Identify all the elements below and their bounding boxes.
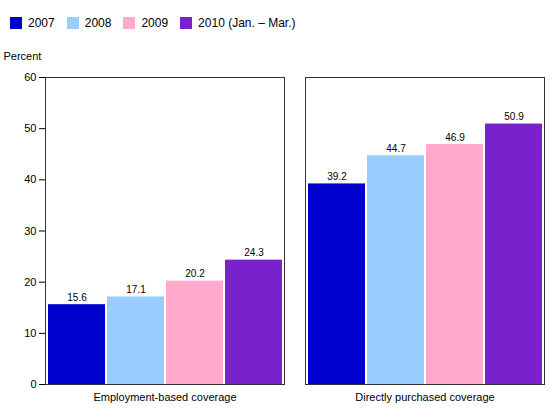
svg-text:39.2: 39.2 [327, 171, 347, 182]
html-text:2007: 2007 [28, 15, 55, 30]
svg-text:46.9: 46.9 [445, 132, 465, 143]
svg-text:50: 50 [24, 122, 36, 134]
svg-text:50.9: 50.9 [504, 111, 524, 122]
svg-text:40: 40 [24, 173, 36, 185]
svg-text:17.1: 17.1 [126, 284, 146, 295]
svg-text:Percent: Percent [4, 50, 42, 62]
svg-text:Directly purchased coverage: Directly purchased coverage [355, 391, 494, 403]
svg-text:60: 60 [24, 71, 36, 83]
svg-text:10: 10 [24, 327, 36, 339]
html-text:2009: 2009 [141, 15, 169, 30]
svg-text:15.6: 15.6 [67, 292, 87, 303]
svg-text:44.7: 44.7 [386, 143, 406, 154]
svg-text:20.2: 20.2 [185, 268, 205, 279]
html-text:2008: 2008 [84, 15, 112, 30]
svg-text:30: 30 [24, 225, 36, 237]
svg-text:Employment-based coverage: Employment-based coverage [93, 391, 236, 403]
svg-text:24.3: 24.3 [244, 247, 264, 258]
svg-text:20: 20 [24, 276, 36, 288]
svg-text:0: 0 [30, 378, 36, 390]
html-text:2010 (Jan. – Mar.): 2010 (Jan. – Mar.) [198, 15, 296, 30]
